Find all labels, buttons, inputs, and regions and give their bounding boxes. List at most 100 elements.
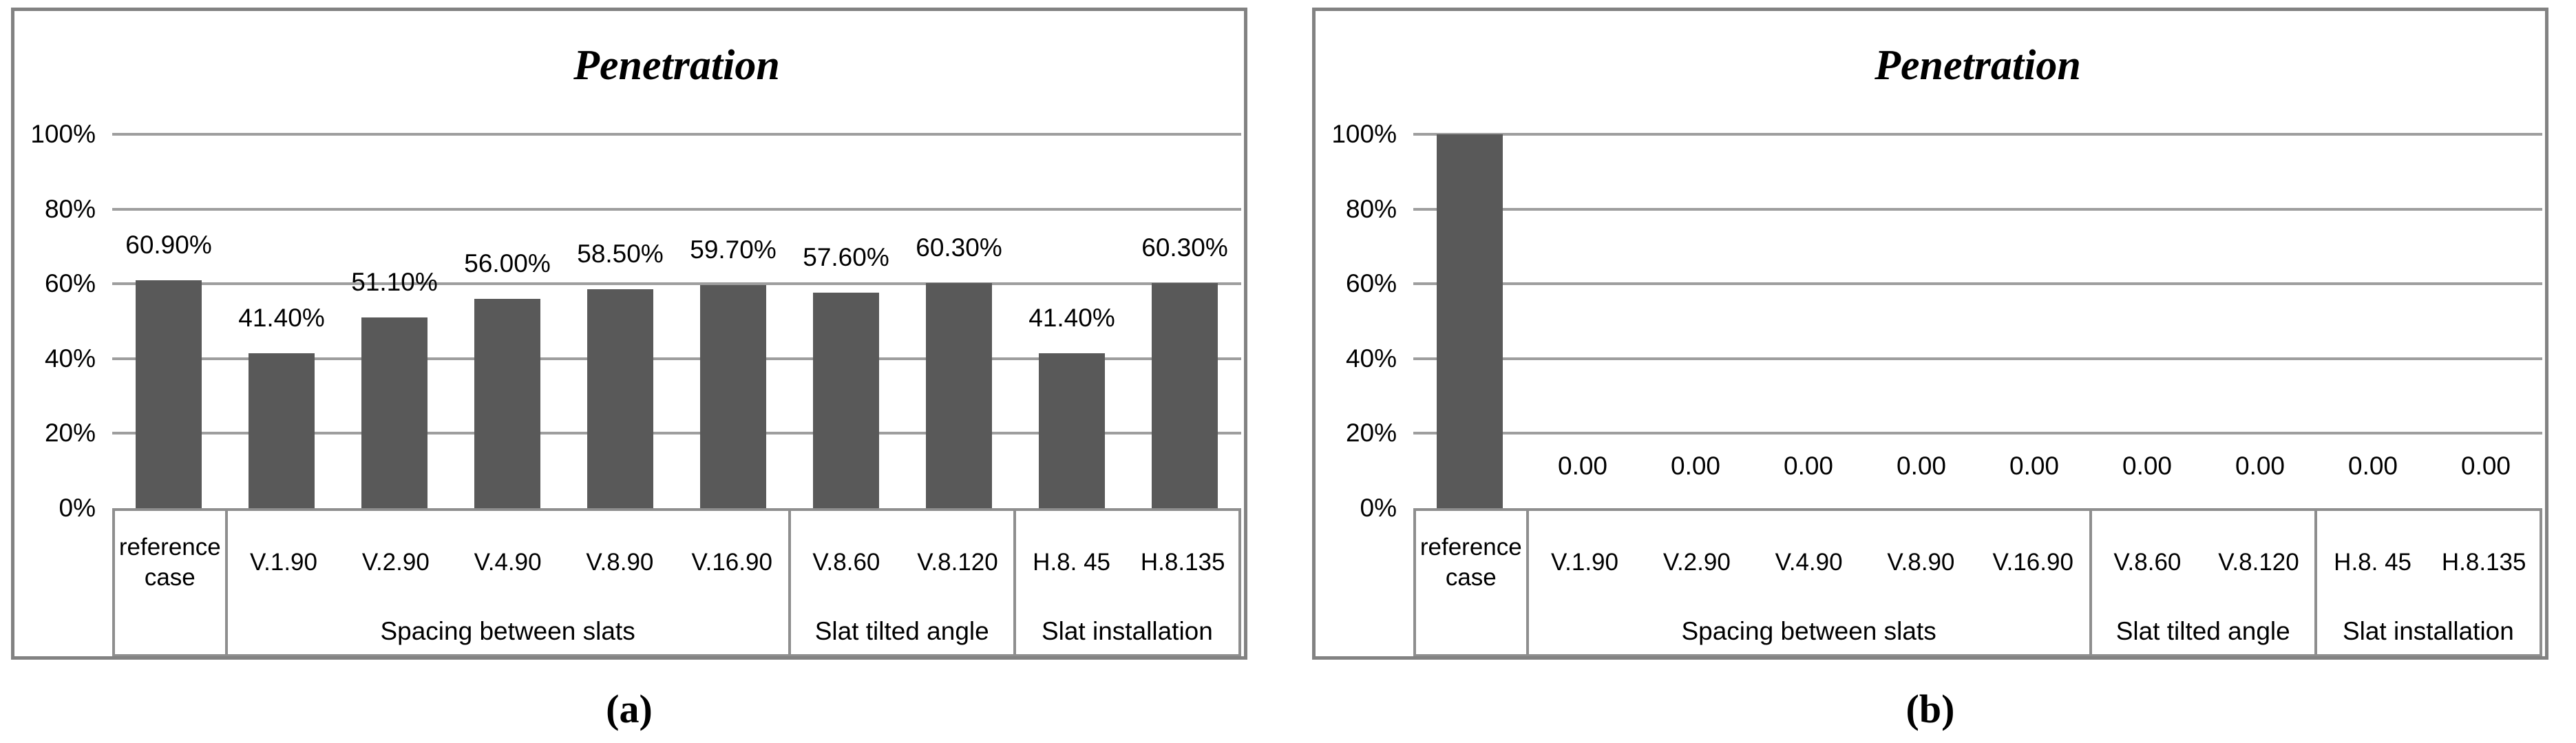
bar-data-label: 0.00	[2122, 452, 2173, 480]
bar-data-label: 51.10%	[351, 268, 438, 296]
caption-b: (b)	[1905, 687, 1955, 731]
caption-a: (a)	[606, 687, 653, 731]
y-tick-label: 20%	[1345, 419, 1397, 448]
y-axis: 100% 80% 60% 40% 20% 0%	[1316, 11, 1397, 656]
plot-area: 60.90% 41.40% 51.10% 56.00% 58.50% 59.70% 57.6…	[112, 133, 1241, 508]
chart-panel-a: Penetration 100% 80% 60% 40% 20% 0% 60.90% 41.…	[11, 8, 1247, 660]
category-label-row: H.8. 45 H.8.135	[2317, 511, 2540, 614]
bar	[700, 285, 766, 508]
group-label: Slat tilted angle	[814, 617, 989, 645]
bar-data-label: 0.00	[1783, 452, 1834, 480]
gridline	[1413, 282, 2542, 286]
y-tick-label: 0%	[59, 494, 96, 522]
bar	[1152, 283, 1218, 508]
group-label	[1416, 614, 1526, 654]
category-group-cell: H.8. 45 H.8.135 Slat installation	[2317, 511, 2542, 654]
gridline	[1413, 357, 2542, 360]
category-group-cell: V.8.60 V.8.120 Slat tilted angle	[2092, 511, 2317, 654]
bar	[926, 283, 992, 508]
bar	[587, 289, 653, 508]
bar-data-label: 0.00	[2009, 452, 2060, 480]
bar-data-label: 0.00	[2235, 452, 2285, 480]
category-group-cell: V.8.60 V.8.120 Slat tilted angle	[791, 511, 1016, 654]
y-tick-label: 100%	[30, 120, 96, 148]
category-label: V.8.60	[2113, 549, 2182, 576]
reference-case-cell: reference case	[115, 511, 228, 654]
bar-data-label: 0.00	[1557, 452, 1608, 480]
category-label: H.8.135	[1140, 549, 1225, 576]
category-label: H.8. 45	[1033, 549, 1111, 576]
category-label: V.4.90	[474, 549, 542, 576]
bar-data-label: 0.00	[2347, 452, 2398, 480]
category-group-cell: V.1.90 V.2.90 V.4.90 V.8.90 V.16.90 Spacing b…	[228, 511, 791, 654]
y-tick-label: 60%	[44, 269, 96, 298]
category-group-cell: V.1.90 V.2.90 V.4.90 V.8.90 V.16.90 Spacing b…	[1529, 511, 2092, 654]
y-axis: 100% 80% 60% 40% 20% 0%	[14, 11, 96, 656]
bar-slot: 41.40%	[225, 134, 338, 508]
chart-panel-b: Penetration 100% 80% 60% 40% 20% 0% 0.00 0.00 0…	[1312, 8, 2548, 660]
category-label: V.1.90	[250, 549, 317, 576]
gridline	[1413, 432, 2542, 435]
category-label: reference case	[118, 534, 221, 591]
category-label-row: reference case	[115, 511, 225, 614]
bar-slot: 0.00	[2316, 134, 2429, 508]
category-label-row: V.1.90 V.2.90 V.4.90 V.8.90 V.16.90	[228, 511, 788, 614]
y-tick-label: 40%	[44, 344, 96, 373]
category-label: V.8.90	[586, 549, 654, 576]
y-tick-label: 40%	[1345, 344, 1397, 373]
category-label-row: H.8. 45 H.8.135	[1016, 511, 1238, 614]
gridline	[112, 133, 1241, 136]
bar-slot: 0.00	[2429, 134, 2542, 508]
category-label: V.8.60	[812, 549, 880, 576]
category-label: H.8. 45	[2334, 549, 2412, 576]
bar-data-label: 0.00	[1670, 452, 1721, 480]
bar	[136, 280, 202, 508]
bar-data-label: 56.00%	[464, 249, 551, 278]
y-tick-label: 80%	[44, 194, 96, 223]
chart-title: Penetration	[1875, 42, 2081, 89]
bar	[361, 317, 427, 508]
bar-data-label: 60.30%	[1141, 233, 1228, 262]
bar-slot: 60.30%	[1128, 134, 1241, 508]
bar-slot: 58.50%	[564, 134, 677, 508]
bar-slot: 57.60%	[790, 134, 902, 508]
bar-data-label: 41.40%	[1028, 304, 1115, 332]
category-label: V.1.90	[1551, 549, 1618, 576]
category-label: reference case	[1419, 534, 1522, 591]
bar-data-label: 0.00	[1896, 452, 1947, 480]
bar-data-label: 59.70%	[690, 236, 777, 264]
group-label: Spacing between slats	[380, 617, 635, 645]
bar-slot: 51.10%	[338, 134, 451, 508]
gridline	[1413, 133, 2542, 136]
x-axis-category-table: reference case V.1.90 V.2.90 V.4.90 V.8.90 V.…	[1413, 508, 2542, 656]
group-label: Slat tilted angle	[2115, 617, 2290, 645]
bar-data-label: 41.40%	[238, 304, 325, 332]
bar-data-label: 60.90%	[125, 231, 212, 259]
chart-title: Penetration	[573, 42, 780, 89]
bar	[249, 353, 315, 508]
reference-case-cell: reference case	[1416, 511, 1529, 654]
bar	[1437, 134, 1503, 508]
bar-data-label: 0.00	[2460, 452, 2511, 480]
bar-slot: 0.00	[1526, 134, 1639, 508]
y-tick-label: 0%	[1360, 494, 1397, 522]
bar	[813, 293, 879, 508]
y-tick-label: 20%	[44, 419, 96, 448]
category-label: V.8.120	[917, 549, 998, 576]
category-label: V.16.90	[1992, 549, 2073, 576]
x-axis-category-table: reference case V.1.90 V.2.90 V.4.90 V.8.90 V.…	[112, 508, 1241, 656]
bar-slot: 0.00	[1639, 134, 1752, 508]
bar-data-label: 58.50%	[577, 240, 664, 268]
category-label-row: reference case	[1416, 511, 1526, 614]
bar	[1039, 353, 1105, 508]
category-label-row: V.1.90 V.2.90 V.4.90 V.8.90 V.16.90	[1529, 511, 2089, 614]
bar-slot: 0.00	[1865, 134, 1978, 508]
gridline	[112, 282, 1241, 286]
gridline	[1413, 207, 2542, 211]
bar-slot: 0.00	[2204, 134, 2316, 508]
plot-area: 0.00 0.00 0.00 0.00 0.00 0.00 0.00 0.00 0.00	[1413, 133, 2542, 508]
group-label	[115, 614, 225, 654]
category-label: H.8.135	[2441, 549, 2526, 576]
group-label: Slat installation	[1041, 617, 1213, 645]
